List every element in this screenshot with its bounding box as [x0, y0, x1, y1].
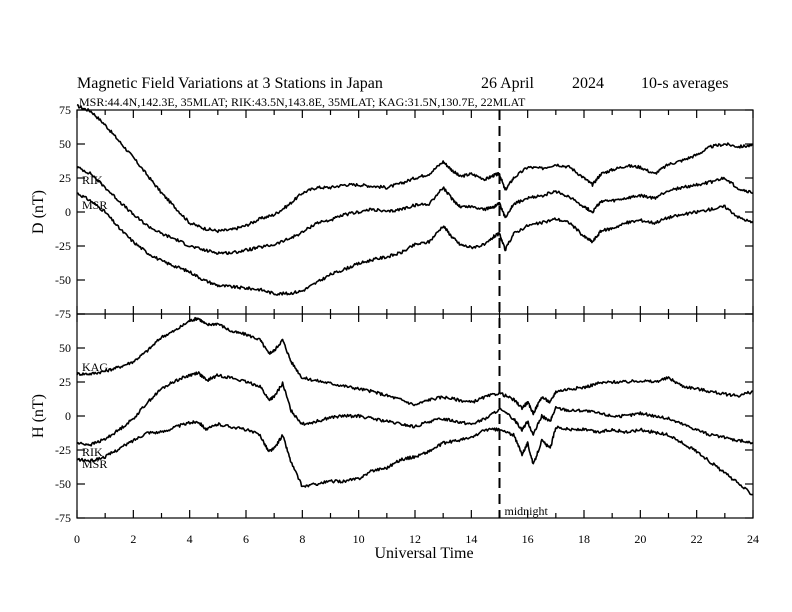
x-tick-label: 6	[243, 532, 249, 546]
series-line-rik-h	[76, 371, 754, 447]
y-tick-label: -75	[55, 511, 71, 525]
d-axis-label: D (nT)	[30, 190, 47, 234]
x-tick-label: 24	[747, 532, 759, 546]
y-tick-label: 25	[59, 375, 71, 389]
curves-layer	[76, 103, 754, 496]
x-tick-label: 0	[74, 532, 80, 546]
x-tick-label: 18	[578, 532, 590, 546]
midnight-label: midnight	[505, 504, 549, 518]
y-tick-label: 50	[59, 137, 71, 151]
y-tick-label: 0	[65, 205, 71, 219]
y-tick-label: 0	[65, 409, 71, 423]
x-tick-label: 4	[187, 532, 193, 546]
x-axis-label: Universal Time	[374, 545, 473, 562]
series-line-kag-d	[76, 103, 754, 234]
x-tick-label: 14	[465, 532, 477, 546]
d-series-label-msr: MSR	[82, 198, 107, 212]
x-tick-label: 22	[691, 532, 703, 546]
x-tick-label: 8	[299, 532, 305, 546]
y-tick-label: -50	[55, 477, 71, 491]
chart-title: Magnetic Field Variations at 3 Stations …	[77, 75, 383, 92]
x-tick-label: 10	[353, 532, 365, 546]
chart-averaging: 10-s averages	[641, 75, 729, 92]
y-tick-label: -75	[55, 307, 71, 321]
h-axis-label: H (nT)	[30, 394, 47, 438]
y-tick-label: 75	[59, 103, 71, 117]
x-tick-label: 20	[634, 532, 646, 546]
h-series-label-msr: MSR	[82, 457, 107, 471]
d-series-label-rik: RIK	[82, 173, 103, 187]
series-line-msr-h	[76, 420, 754, 496]
series-line-rik-d	[76, 165, 754, 256]
x-tick-label: 16	[522, 532, 534, 546]
chart-date: 26 April	[481, 75, 534, 92]
x-tick-label: 2	[130, 532, 136, 546]
y-tick-label: -25	[55, 239, 71, 253]
h-series-label-kag: KAG	[82, 360, 108, 374]
x-tick-label: 12	[409, 532, 421, 546]
station-coordinates: MSR:44.4N,142.3E, 35MLAT; RIK:43.5N,143.…	[79, 95, 526, 109]
chart-year: 2024	[572, 75, 604, 92]
y-tick-label: 50	[59, 341, 71, 355]
y-tick-label: -25	[55, 443, 71, 457]
series-line-msr-d	[76, 192, 754, 296]
y-tick-label: -50	[55, 273, 71, 287]
h-series-label-rik: RIK	[82, 445, 103, 459]
y-tick-label: 25	[59, 171, 71, 185]
series-line-kag-h	[76, 316, 754, 416]
